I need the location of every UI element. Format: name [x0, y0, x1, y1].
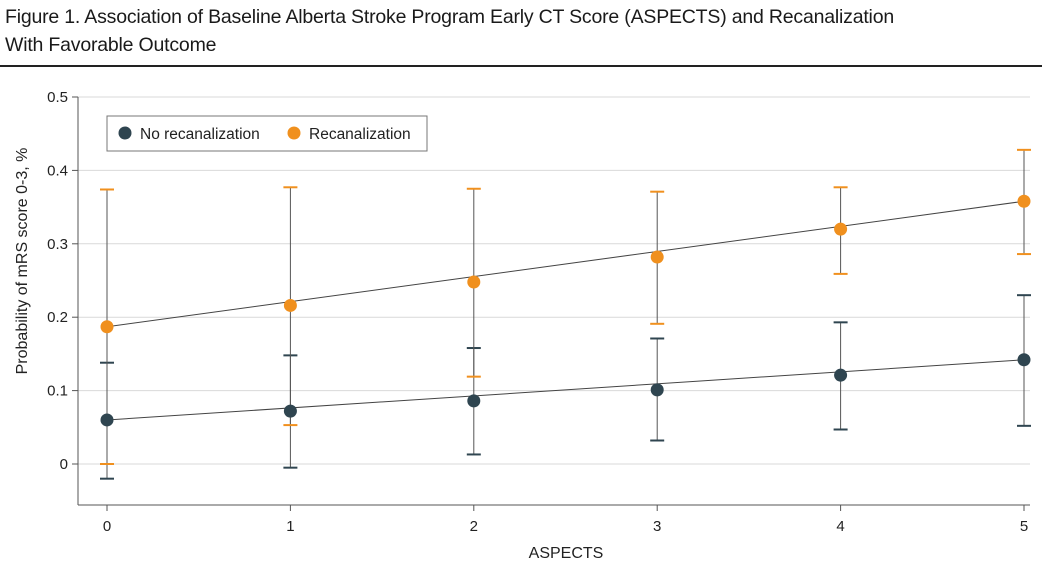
y-tick-label: 0 [60, 456, 68, 473]
data-point-no-recanalization [467, 394, 481, 408]
x-axis-title: ASPECTS [529, 545, 604, 562]
y-tick-label: 0.3 [47, 236, 68, 253]
figure-title-line-1: Figure 1. Association of Baseline Albert… [5, 6, 894, 28]
data-point-no-recanalization [100, 413, 114, 427]
x-tick-label: 2 [470, 518, 478, 535]
data-point-no-recanalization [834, 368, 848, 382]
y-tick-label: 0.1 [47, 383, 68, 400]
title-divider [0, 65, 1042, 67]
figure-title: Figure 1. Association of Baseline Albert… [5, 3, 1035, 59]
legend-marker-no-recanalization [118, 126, 132, 140]
data-point-recanalization [467, 275, 481, 289]
x-tick-label: 4 [836, 518, 844, 535]
data-point-recanalization [283, 298, 297, 312]
legend-box [106, 115, 428, 152]
data-point-recanalization [834, 222, 848, 236]
data-point-no-recanalization [1017, 353, 1031, 367]
data-point-recanalization [100, 320, 114, 334]
figure-title-line-2: With Favorable Outcome [5, 34, 217, 56]
y-tick-label: 0.5 [47, 89, 68, 106]
fit-lines [106, 200, 1025, 421]
fit-line-recanalization [106, 200, 1025, 328]
data-point-no-recanalization [650, 383, 664, 397]
legend-marker-recanalization [287, 126, 301, 140]
fit-line-no-recanalization [106, 359, 1025, 421]
data-point-no-recanalization [283, 404, 297, 418]
data-points [100, 194, 1031, 427]
axes [72, 96, 1030, 511]
x-tick-label: 3 [653, 518, 661, 535]
error-bars [100, 148, 1031, 480]
tick-labels: 0 0.1 0.2 0.3 0.4 0.5 0 1 2 3 4 5 [47, 89, 1028, 535]
x-tick-label: 0 [103, 518, 111, 535]
x-tick-label: 1 [286, 518, 294, 535]
legend-label-recanalization: Recanalization [309, 126, 411, 143]
data-point-recanalization [650, 250, 664, 264]
y-tick-label: 0.2 [47, 309, 68, 326]
y-axis-title: Probability of mRS score 0-3, % [14, 148, 31, 375]
x-tick-label: 5 [1020, 518, 1028, 535]
legend-label-no-recanalization: No recanalization [140, 126, 260, 143]
y-tick-label: 0.4 [47, 162, 68, 179]
grid-lines [78, 96, 1030, 465]
data-point-recanalization [1017, 194, 1031, 208]
legend: No recanalization Recanalization [106, 115, 428, 152]
